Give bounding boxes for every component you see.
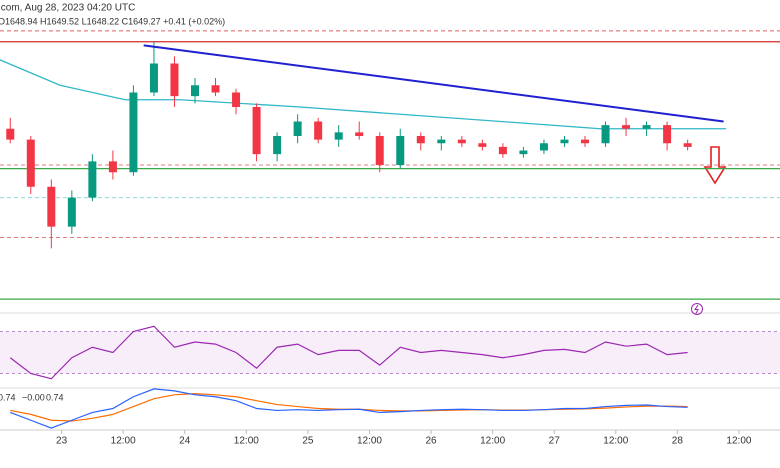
x-tick-label: 26 xyxy=(425,436,437,447)
x-tick-label: 12:00 xyxy=(726,436,751,447)
candle-body xyxy=(416,136,425,144)
candle-body xyxy=(334,132,343,140)
header-ohlc: O1648.94 H1649.52 L1648.22 C1649.27 +0.4… xyxy=(0,16,225,26)
candle-body xyxy=(252,107,261,155)
trendline xyxy=(143,44,724,123)
candle-body xyxy=(47,186,56,227)
candle-body xyxy=(26,139,35,187)
rsi-line xyxy=(9,325,688,380)
event-icon xyxy=(691,303,703,315)
candle-body xyxy=(581,139,589,144)
candle-body xyxy=(129,92,138,173)
x-tick-label: 12:00 xyxy=(234,436,259,447)
candle-body xyxy=(663,125,672,144)
x-tick-label: 12:00 xyxy=(357,436,382,447)
candle-body xyxy=(88,161,97,198)
x-tick-label: 28 xyxy=(672,436,684,447)
candle-body xyxy=(273,136,282,155)
candle-body xyxy=(191,85,199,97)
header-source: .com, Aug 28, 2023 04:20 UTC xyxy=(0,3,135,14)
candle-body xyxy=(622,125,631,129)
candle-body xyxy=(108,161,117,173)
macd-legend: 0.74 xyxy=(0,392,16,402)
candle-body xyxy=(232,92,241,107)
down-arrow xyxy=(703,146,727,185)
macd-line xyxy=(10,388,688,429)
candle-body xyxy=(67,197,76,227)
candle-body xyxy=(396,136,405,165)
candle-body xyxy=(683,143,692,147)
candle-body xyxy=(642,125,651,129)
candle-body xyxy=(211,85,220,93)
macd-legend: −0.00 xyxy=(22,392,45,402)
candle-body xyxy=(498,146,507,155)
x-tick-label: 23 xyxy=(56,436,68,447)
candle-body xyxy=(314,121,323,140)
candle-body xyxy=(293,121,302,136)
candle-body xyxy=(601,125,610,144)
candle-body xyxy=(6,128,15,140)
candle-body xyxy=(478,143,487,147)
candle-body xyxy=(539,143,548,151)
x-tick-label: 25 xyxy=(302,436,314,447)
candle-body xyxy=(457,139,466,144)
candle-body xyxy=(149,63,158,93)
candle-body xyxy=(375,136,384,165)
x-tick-label: 24 xyxy=(179,436,191,447)
x-tick-label: 27 xyxy=(549,436,561,447)
candle-body xyxy=(519,150,528,155)
x-tick-label: 12:00 xyxy=(603,436,628,447)
rsi-band xyxy=(0,331,780,374)
candle-body xyxy=(170,63,179,97)
x-tick-label: 12:00 xyxy=(111,436,136,447)
macd-legend: 0.74 xyxy=(46,392,64,402)
event-icon xyxy=(694,304,699,314)
candle-body xyxy=(355,132,364,136)
candle-body xyxy=(437,139,446,144)
x-tick-label: 12:00 xyxy=(480,436,505,447)
candle-body xyxy=(560,139,569,144)
moving-average xyxy=(0,59,727,130)
